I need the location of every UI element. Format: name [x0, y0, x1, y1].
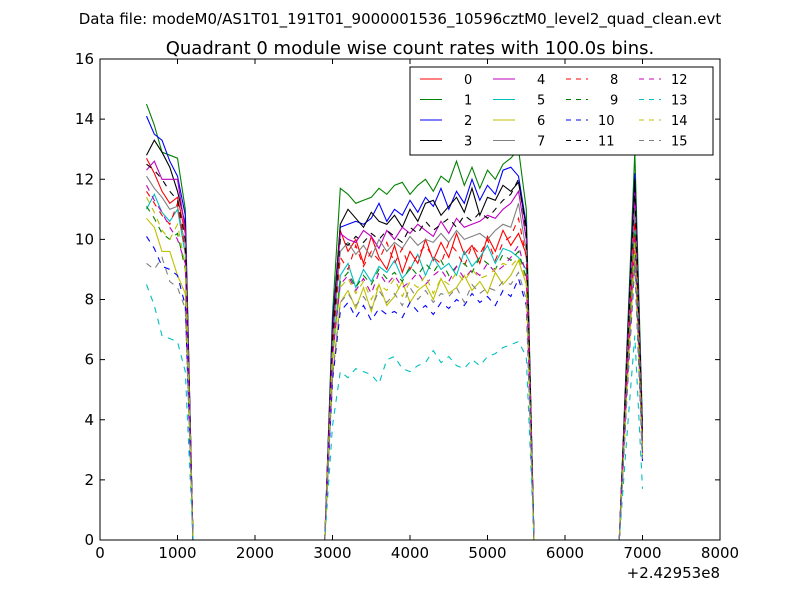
legend-label-10: 10	[598, 114, 615, 129]
x-tick-label: 3000	[313, 544, 351, 562]
x-tick-label: 1000	[158, 544, 196, 562]
series-line-1	[145, 103, 644, 541]
y-tick-label: 16	[75, 50, 94, 68]
chart-title: Quadrant 0 module wise count rates with …	[166, 38, 655, 59]
series-line-10	[146, 236, 644, 541]
legend-label-1: 1	[464, 94, 472, 109]
y-tick-label: 4	[84, 411, 94, 429]
legend-label-4: 4	[537, 73, 545, 88]
legend-label-2: 2	[464, 114, 472, 129]
y-tick-label: 10	[75, 230, 94, 248]
series-line-9	[146, 206, 644, 541]
series-line-3	[146, 139, 644, 541]
legend-label-5: 5	[537, 94, 545, 109]
x-tick-label: 7000	[623, 544, 661, 562]
legend-box	[409, 66, 714, 156]
x-tick-label: 8000	[701, 544, 739, 562]
axes: 0 1000 2000 3000 4000 5000 6000 7000 80000246810…	[75, 50, 739, 562]
x-tick-label: 4000	[391, 544, 429, 562]
y-tick-label: 0	[84, 531, 94, 549]
legend-label-15: 15	[671, 135, 688, 150]
series-line-6	[146, 217, 644, 541]
y-tick-label: 6	[84, 351, 94, 369]
legend-label-9: 9	[610, 94, 618, 109]
chart-suptitle: Data file: modeM0/AS1T01_191T01_90000015…	[79, 10, 722, 29]
legend-label-7: 7	[537, 135, 545, 150]
series-line-11	[146, 163, 644, 541]
x-tick-label: 2000	[236, 544, 274, 562]
series-line-2	[145, 115, 644, 541]
y-tick-label: 12	[75, 170, 94, 188]
legend-label-13: 13	[671, 94, 688, 109]
series-line-15	[146, 256, 644, 541]
y-tick-label: 14	[75, 110, 94, 128]
legend-label-11: 11	[598, 135, 615, 150]
legend-label-6: 6	[537, 114, 545, 129]
x-tick-label: 6000	[546, 544, 584, 562]
legend-label-8: 8	[610, 73, 618, 88]
legend-label-3: 3	[464, 135, 472, 150]
x-tick-label: 5000	[468, 544, 506, 562]
series-line-14	[146, 197, 644, 541]
x-tick-label: 0	[95, 544, 105, 562]
series-line-4	[146, 160, 644, 541]
legend-label-14: 14	[671, 114, 688, 129]
series-line-7	[146, 175, 644, 541]
series-line-13	[145, 284, 644, 541]
x-offset-label: +2.42953e8	[627, 564, 720, 582]
y-tick-label: 8	[84, 291, 94, 309]
legend-label-12: 12	[671, 73, 688, 88]
legend-label-0: 0	[464, 73, 472, 88]
plot-area	[145, 103, 644, 541]
y-tick-label: 2	[84, 471, 94, 489]
